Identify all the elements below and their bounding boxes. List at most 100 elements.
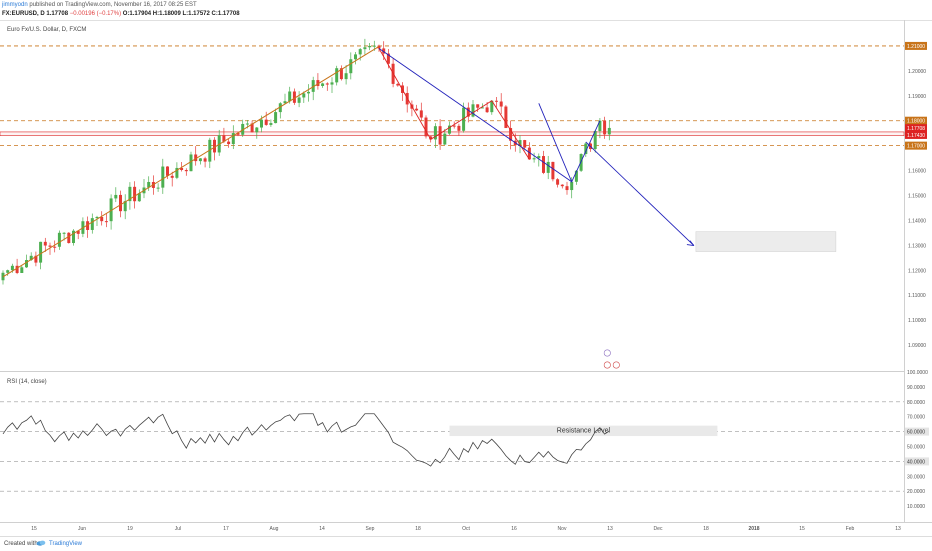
candle-body xyxy=(114,194,118,199)
price-tick-label: 1.12000 xyxy=(908,268,926,274)
candle-body xyxy=(325,83,329,85)
last-price: 1.17708 xyxy=(46,11,69,17)
price-tick-label: 1.18000 xyxy=(907,119,925,125)
candle-body xyxy=(527,147,531,160)
candle-body xyxy=(123,201,127,212)
price-tick-label: 1.10000 xyxy=(908,318,926,324)
candle-body xyxy=(382,48,386,54)
candle-body xyxy=(363,47,367,50)
rsi-line xyxy=(2,413,610,467)
candle-body xyxy=(551,161,555,180)
abc-correction-line xyxy=(378,48,530,160)
candle-body xyxy=(180,167,184,171)
candle-body xyxy=(104,221,108,223)
rsi-pane: Resistance Level xyxy=(0,401,904,492)
time-tick-label: 15 xyxy=(31,526,37,532)
candle-body xyxy=(485,107,489,113)
candle-body xyxy=(6,270,10,273)
candle-body xyxy=(339,68,343,80)
candle-body xyxy=(231,133,235,145)
candle-body xyxy=(415,108,419,111)
candle-body xyxy=(302,93,306,98)
candles xyxy=(1,38,611,285)
horizontal-levels xyxy=(0,45,905,147)
candle-body xyxy=(480,107,484,109)
pane-divider xyxy=(0,371,904,372)
rsi-tick-label: 80.0000 xyxy=(907,400,925,406)
rsi-tick-label: 90.0000 xyxy=(907,385,925,391)
candle-body xyxy=(462,107,466,131)
target-zone xyxy=(695,231,837,252)
candle-body xyxy=(274,112,278,124)
candle-body xyxy=(457,125,461,131)
author-link[interactable]: jimmyodn xyxy=(2,2,28,8)
level-price-tag xyxy=(905,141,927,150)
price-tick-label: 1.15000 xyxy=(908,194,926,200)
resistance-annotation-box xyxy=(449,425,718,437)
candle-body xyxy=(34,255,38,263)
candle-body xyxy=(29,255,33,261)
event-icons xyxy=(603,349,620,369)
candle-body xyxy=(321,83,325,86)
candle-body xyxy=(15,265,19,273)
candle-body xyxy=(593,131,597,150)
candle-body xyxy=(438,126,442,145)
candle-body xyxy=(128,186,132,202)
rsi-tick-label: 100.0000 xyxy=(907,370,928,376)
candle-body xyxy=(509,128,513,141)
candle-body xyxy=(264,119,268,125)
candle-body xyxy=(236,133,240,135)
candle-body xyxy=(537,156,541,159)
drawings[interactable] xyxy=(2,45,837,278)
candle-body xyxy=(292,91,296,103)
candle-body xyxy=(504,106,508,129)
candle-body xyxy=(100,216,104,222)
candle-body xyxy=(386,53,390,64)
symbol-label[interactable]: FX:EURUSD, D xyxy=(2,11,45,17)
ohlc-open: O:1.17904 xyxy=(122,11,152,17)
axes: 1.21000 1.20000 1.19000 1.180001.177081.174… xyxy=(31,41,929,532)
candle-body xyxy=(166,166,169,176)
candle-body xyxy=(598,120,602,132)
candle-body xyxy=(452,125,456,127)
rsi-tick-label: 70.0000 xyxy=(907,415,925,421)
candle-body xyxy=(250,123,254,133)
time-tick-label: 13 xyxy=(895,526,901,532)
falling-channel-line xyxy=(378,48,572,183)
rsi-tick-label: 30.0000 xyxy=(907,474,925,480)
candle-body xyxy=(419,110,423,118)
candle-body xyxy=(499,101,503,107)
candle-body xyxy=(288,91,292,102)
candle-body xyxy=(10,265,14,271)
tradingview-brand[interactable]: TradingView xyxy=(49,541,83,547)
candle-body xyxy=(429,136,433,140)
candle-body xyxy=(39,241,43,263)
candle-body xyxy=(213,139,216,153)
time-tick-label: Oct xyxy=(462,526,470,532)
time-tick-label: 18 xyxy=(415,526,421,532)
candle-body xyxy=(90,218,94,230)
price-tick-label: 1.13000 xyxy=(908,243,926,249)
resistance-annotation-label: Resistance Level xyxy=(557,428,611,435)
candle-body xyxy=(433,126,437,140)
time-tick-label: Aug xyxy=(270,526,279,532)
rsi-tick-label: 60.0000 xyxy=(907,430,925,436)
price-tick-label: 1.14000 xyxy=(908,218,926,224)
candle-body xyxy=(372,45,376,47)
candle-body xyxy=(222,135,226,142)
candle-body xyxy=(335,68,339,83)
candle-body xyxy=(570,181,574,191)
time-tick-label: Jun xyxy=(78,526,86,532)
projection-arrow-line xyxy=(585,141,695,246)
candle-body xyxy=(95,216,99,219)
ohlc-close: C:1.17708 xyxy=(211,11,240,17)
time-tick-label: 19 xyxy=(127,526,133,532)
candle-body xyxy=(119,194,122,212)
symbol-bar: FX:EURUSD, D 1.17708 −0.00196 (−0.17%) O… xyxy=(2,11,240,17)
price-tick-label: 1.17708 xyxy=(907,126,925,132)
change-value: −0.00196 (−0.17%) xyxy=(69,11,122,17)
candle-body xyxy=(72,230,75,244)
candle-body xyxy=(354,54,357,60)
header-divider xyxy=(0,20,932,21)
